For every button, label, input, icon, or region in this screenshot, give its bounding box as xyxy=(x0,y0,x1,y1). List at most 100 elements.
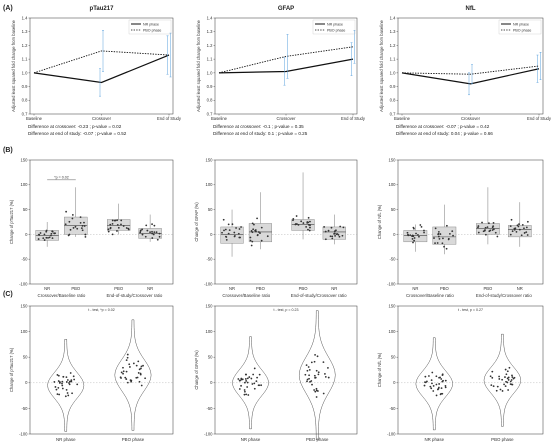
data-point xyxy=(315,389,318,392)
data-point xyxy=(247,394,250,396)
data-point xyxy=(57,380,60,382)
data-point xyxy=(503,383,505,386)
data-point xyxy=(338,235,341,238)
data-point xyxy=(43,239,46,241)
data-point xyxy=(244,378,247,380)
data-point xyxy=(64,395,67,398)
data-point xyxy=(509,380,512,383)
data-point xyxy=(331,235,334,238)
data-point xyxy=(231,223,234,226)
plot-frame xyxy=(29,305,174,435)
x-tick-label: PBO phase xyxy=(491,437,514,442)
data-point xyxy=(233,231,236,234)
data-point xyxy=(65,381,68,383)
data-point xyxy=(122,225,125,227)
box-body xyxy=(403,230,428,243)
data-point xyxy=(342,226,345,229)
data-point xyxy=(107,230,110,233)
data-point xyxy=(45,229,48,232)
x-tick-label: PBO phase xyxy=(306,437,329,442)
data-point xyxy=(122,370,125,373)
data-point xyxy=(432,390,435,392)
x-tick-label: Crossover xyxy=(92,116,112,121)
data-point xyxy=(66,392,69,394)
data-point xyxy=(116,223,119,226)
data-point xyxy=(482,230,485,233)
data-point xyxy=(260,239,263,242)
y-tick-label: 0 xyxy=(210,232,213,237)
data-point xyxy=(223,229,225,232)
y-tick-label: 0 xyxy=(25,232,28,237)
data-point xyxy=(495,389,498,392)
data-point xyxy=(137,372,140,374)
y-axis-label: Adjusted least squared fold change from … xyxy=(379,19,384,111)
group-label: Crossover/Baseline ratio xyxy=(222,293,270,298)
data-point xyxy=(431,371,434,374)
data-point xyxy=(39,232,42,234)
y-tick-label: 0.9 xyxy=(390,84,396,89)
y-tick-label: 1.0 xyxy=(390,70,396,75)
data-point xyxy=(294,223,297,226)
data-point xyxy=(45,236,48,239)
data-point xyxy=(504,368,507,371)
data-point xyxy=(140,367,142,370)
data-point xyxy=(323,226,326,228)
data-point xyxy=(61,384,64,387)
data-point xyxy=(253,387,256,390)
data-point xyxy=(488,230,491,233)
x-tick-label: Crossover xyxy=(461,116,481,121)
data-point xyxy=(296,223,298,225)
group-label: End-of-study/Crossover ratio xyxy=(291,293,347,298)
data-point xyxy=(487,222,490,225)
y-tick-label: 100 xyxy=(21,182,29,187)
data-point xyxy=(137,360,140,363)
data-point xyxy=(307,228,309,231)
x-tick-label: NR xyxy=(331,286,337,291)
x-tick-label: NR xyxy=(517,286,523,291)
data-point xyxy=(431,382,433,385)
x-tick-label: PBO xyxy=(71,286,81,291)
legend-label: PBO phase xyxy=(143,28,161,32)
data-point xyxy=(243,381,246,384)
data-point xyxy=(120,371,123,374)
data-point xyxy=(227,232,230,235)
data-point xyxy=(53,232,56,235)
legend-box xyxy=(498,19,542,35)
data-point xyxy=(37,238,40,240)
data-point xyxy=(330,226,333,229)
data-point xyxy=(257,231,260,233)
data-point xyxy=(297,223,300,226)
data-point xyxy=(124,376,127,379)
data-point xyxy=(413,227,415,230)
data-point xyxy=(509,225,512,228)
chart-title: NfL xyxy=(466,6,476,12)
data-point xyxy=(441,392,444,395)
data-point xyxy=(71,214,74,216)
data-point xyxy=(149,231,151,234)
data-point xyxy=(506,381,509,384)
data-point xyxy=(153,224,156,227)
data-point xyxy=(441,380,444,383)
data-point xyxy=(260,226,263,229)
data-point xyxy=(111,222,114,225)
data-point xyxy=(498,378,501,380)
y-tick-label: 1.0 xyxy=(22,70,28,75)
data-point xyxy=(315,387,318,390)
data-point xyxy=(420,225,423,228)
y-axis-label: Adjusted least squared fold change from … xyxy=(196,19,201,111)
data-point xyxy=(491,229,494,231)
data-point xyxy=(125,370,128,373)
data-point xyxy=(439,233,442,235)
y-tick-label: -100 xyxy=(204,281,213,286)
data-point xyxy=(71,392,73,395)
violin-shape xyxy=(483,333,522,427)
y-tick-label: -50 xyxy=(21,406,28,411)
stat-note: Difference at crossover: -0.1 ; p-value … xyxy=(213,124,304,129)
data-point xyxy=(304,373,307,376)
data-point xyxy=(327,376,330,379)
data-point xyxy=(54,386,57,388)
y-tick-label: 100 xyxy=(206,329,214,334)
data-point xyxy=(437,386,440,389)
data-point xyxy=(314,376,317,379)
data-point xyxy=(507,389,510,391)
